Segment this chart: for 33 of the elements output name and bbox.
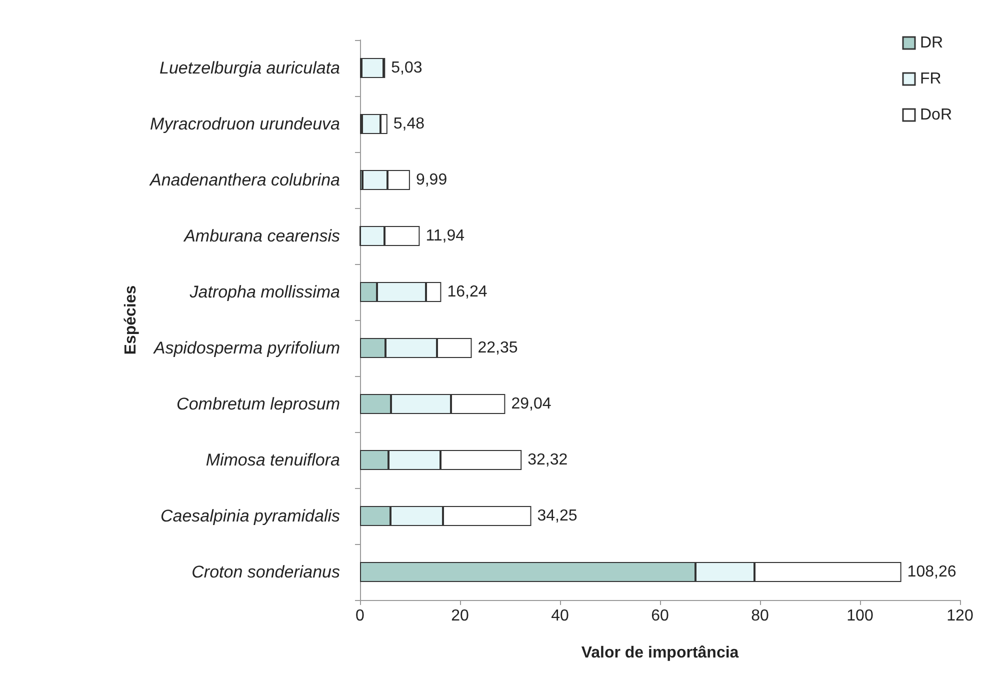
y-tick-label: Mimosa tenuiflora <box>206 450 340 470</box>
y-tick-label: Myracrodruon urundeuva <box>150 114 340 134</box>
x-axis-title: Valor de importância <box>581 644 739 662</box>
y-axis-title: Espécies <box>122 285 140 355</box>
total-label: 5,03 <box>391 60 422 76</box>
y-tick-label: Anadenanthera colubrina <box>149 170 340 190</box>
y-tick-label: Luetzelburgia auriculata <box>159 58 340 78</box>
x-tick-label: 20 <box>451 608 469 624</box>
x-tick-label: 0 <box>356 608 365 624</box>
total-label: 9,99 <box>416 172 448 188</box>
x-tick-label: 100 <box>846 608 874 624</box>
bar <box>362 58 384 78</box>
y-tick-label: Croton sonderianus <box>192 562 340 582</box>
total-label: 108,26 <box>907 564 956 580</box>
legend-label: DoR <box>920 106 952 124</box>
y-tick-label: Aspidosperma pyrifolium <box>152 338 340 358</box>
total-label: 29,04 <box>511 396 552 412</box>
total-label: 11,94 <box>426 228 465 244</box>
y-tick-label: Amburana cearensis <box>183 226 340 246</box>
legend-label: FR <box>920 70 942 88</box>
total-label: 22,35 <box>478 340 518 356</box>
x-tick-label: 40 <box>551 608 569 624</box>
x-tick-label: 120 <box>946 608 974 624</box>
total-label: 5,48 <box>393 116 425 132</box>
total-label: 34,25 <box>537 508 578 524</box>
x-tick-label: 80 <box>751 608 769 624</box>
total-label: 32,32 <box>528 452 568 468</box>
y-tick-label: Caesalpinia pyramidalis <box>160 506 340 526</box>
y-tick-label: Combretum leprosum <box>176 394 340 414</box>
x-tick-label: 60 <box>651 608 669 624</box>
y-tick-label: Jatropha mollissima <box>188 282 340 302</box>
total-label: 16,24 <box>447 284 488 300</box>
legend-label: DR <box>920 34 944 52</box>
